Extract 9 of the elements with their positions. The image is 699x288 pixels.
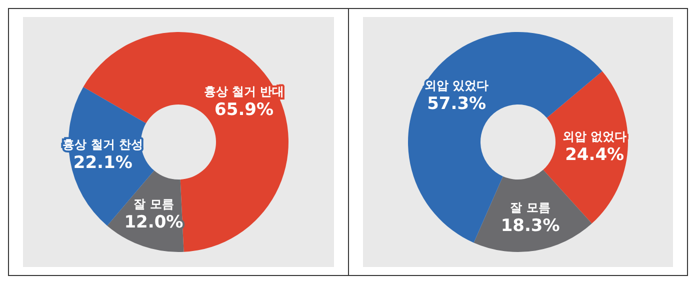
data-label: 24.4% xyxy=(565,145,624,166)
slice-label: 잘 모름 xyxy=(134,197,174,212)
data-label: 65.9% xyxy=(214,100,274,120)
data-label: 57.3% xyxy=(427,94,486,114)
slice-label: 외압 없었다 xyxy=(562,130,627,144)
slice-label: 잘 모름 xyxy=(510,200,550,214)
slice-label: 외압 있었다 xyxy=(424,78,489,92)
data-label: 18.3% xyxy=(500,216,560,236)
data-label: 22.1% xyxy=(73,153,132,174)
